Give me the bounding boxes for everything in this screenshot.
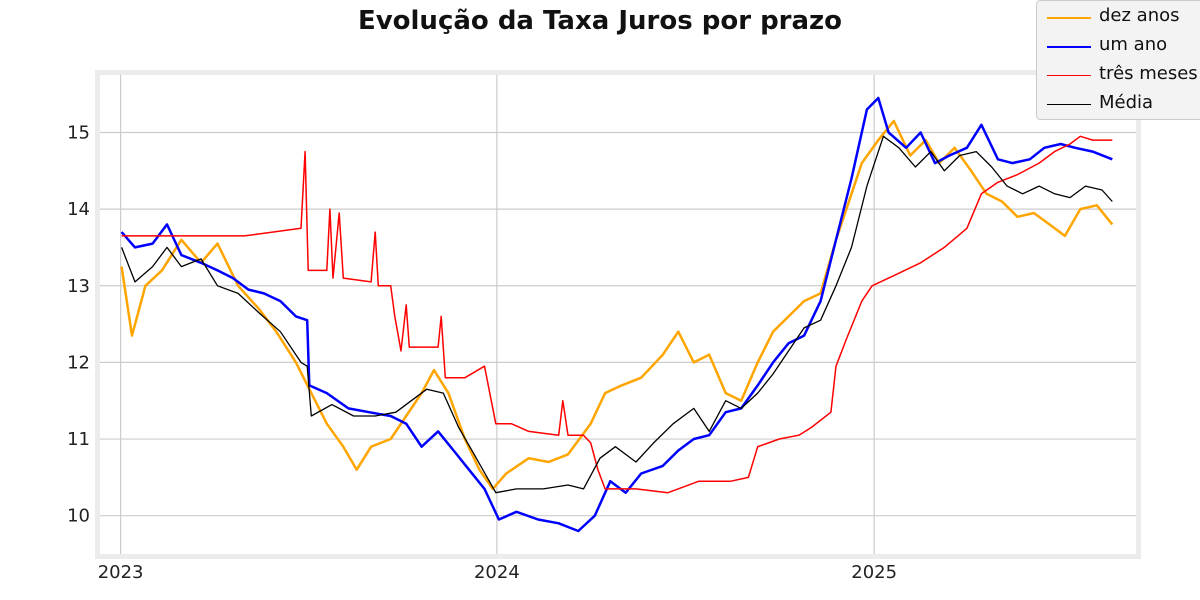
y-tick-label: 10	[67, 506, 90, 527]
legend-item: Média	[1037, 90, 1200, 118]
x-tick-label: 2025	[851, 562, 897, 583]
x-tick-label: 2024	[474, 562, 520, 583]
y-tick-label: 15	[67, 122, 90, 143]
legend-label: Média	[1099, 92, 1154, 113]
x-tick-label: 2023	[98, 562, 144, 583]
legend-label: dez anos	[1099, 5, 1180, 26]
series-line-3	[120, 135, 1113, 494]
legend-item: três meses	[1037, 61, 1200, 89]
plot-area	[100, 75, 1136, 554]
chart-title: Evolução da Taxa Juros por prazo	[357, 6, 843, 36]
series-line-1	[120, 96, 1113, 533]
y-tick-label: 13	[67, 276, 90, 297]
legend-swatch	[1047, 104, 1091, 105]
legend-item: dez anos	[1037, 3, 1200, 31]
y-tick-label: 14	[67, 199, 90, 220]
y-tick-label: 11	[67, 429, 90, 450]
legend-swatch	[1047, 75, 1091, 76]
grid-layer	[100, 75, 1136, 554]
legend-swatch	[1047, 46, 1091, 48]
legend-item: um ano	[1037, 32, 1200, 60]
legend-label: um ano	[1099, 34, 1168, 55]
legend-swatch	[1047, 17, 1091, 19]
series-line-0	[120, 119, 1114, 491]
y-tick-label: 12	[67, 352, 90, 373]
tick-layer: 10 11 12 13 14 15 2023 2024 2025	[67, 122, 897, 583]
series-line-2	[121, 135, 1113, 494]
legend-label: três meses	[1099, 63, 1198, 84]
series-layer	[120, 96, 1114, 533]
legend: dez anos um ano três meses Média	[1036, 0, 1200, 120]
